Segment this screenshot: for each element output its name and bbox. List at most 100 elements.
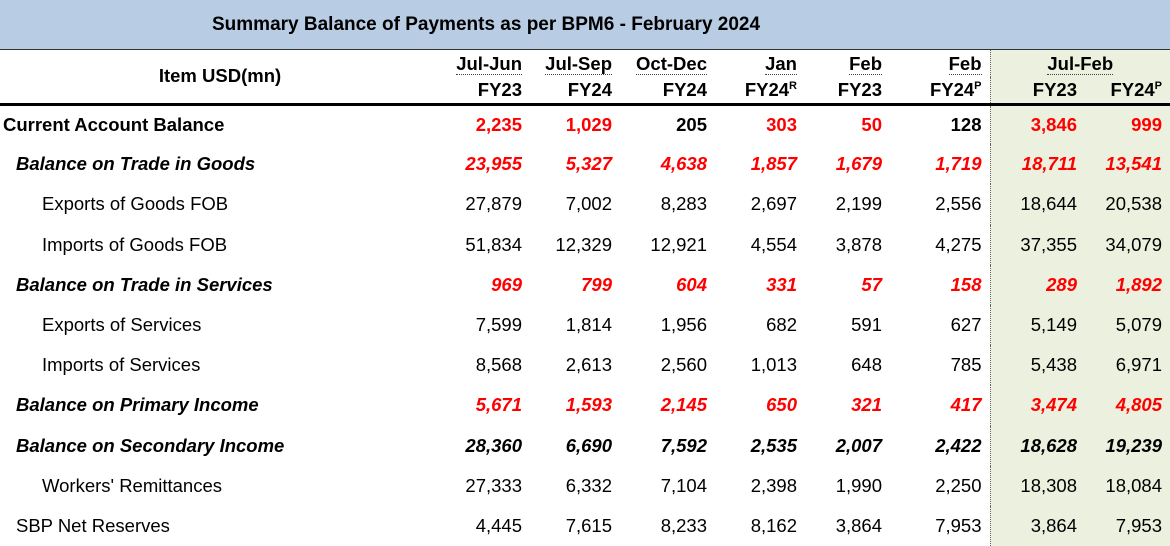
value-cell: 128	[950, 113, 982, 135]
value-cell: 5,079	[1085, 304, 1170, 346]
value-cell: 289	[989, 264, 1085, 305]
value-cell: 37,355	[989, 224, 1085, 265]
value-cell: 7,104	[660, 474, 707, 496]
value-cell: 650	[766, 394, 797, 416]
value-cell: 1,990	[835, 474, 882, 496]
value-cell: 8,568	[475, 354, 522, 376]
row-label: Imports of Services	[42, 354, 201, 376]
value-cell: 3,864	[835, 514, 882, 536]
value-cell: 34,079	[1085, 224, 1170, 265]
value-cell: 2,145	[660, 394, 707, 416]
value-cell: 8,283	[660, 193, 707, 215]
value-cell: 6,332	[565, 474, 612, 496]
item-header: Item USD(mn)	[0, 50, 440, 106]
period-header-text: Oct-Dec	[636, 52, 707, 75]
value-cell: 4,275	[935, 233, 982, 255]
value-cell: 1,593	[565, 394, 612, 416]
row: Workers' Remittances 27,333 6,332 7,104 2,39…	[0, 465, 1170, 506]
row: Balance on Secondary Income 28,360 6,690 7,…	[0, 425, 1170, 466]
row: Current Account Balance 2,235 1,029 205 303 5…	[0, 104, 1170, 145]
value-cell: 5,327	[565, 153, 612, 175]
value-cell: 12,921	[650, 233, 707, 255]
year-header-text: FY24	[662, 78, 707, 100]
year-header-text: FY23	[1032, 78, 1077, 100]
value-cell: 604	[676, 273, 707, 295]
row: Exports of Goods FOB 27,879 7,002 8,283 2,69…	[0, 184, 1170, 225]
value-cell: 28,360	[465, 434, 522, 456]
value-cell: 7,615	[565, 514, 612, 536]
period-header-text: Jan	[765, 52, 797, 75]
row: Imports of Services 8,568 2,613 2,560 1,013 6…	[0, 345, 1170, 386]
value-cell: 321	[851, 394, 882, 416]
table-body: Current Account Balance 2,235 1,029 205 303 5…	[0, 104, 1170, 546]
value-cell: 51,834	[465, 233, 522, 255]
value-cell: 158	[950, 273, 982, 295]
value-cell: 2,398	[750, 474, 797, 496]
table-head: Item USD(mn) Jul-Jun Jul-Sep Oct-Dec Jan Feb F…	[0, 50, 1170, 106]
value-cell: 2,235	[475, 113, 522, 135]
period-header-text: Jul-Feb	[1047, 52, 1114, 75]
value-cell: 3,846	[989, 104, 1085, 145]
value-cell: 799	[581, 273, 612, 295]
row-label: Balance on Trade in Services	[16, 273, 273, 295]
value-cell: 5,149	[989, 304, 1085, 346]
year-header: FY24	[620, 77, 715, 106]
row-label: Exports of Goods FOB	[42, 193, 229, 215]
row: SBP Net Reserves 4,445 7,615 8,233 8,162 3,86…	[0, 505, 1170, 546]
value-cell: 1,857	[750, 153, 797, 175]
period-header: Jul-Jun	[440, 50, 530, 77]
row-label: Imports of Goods FOB	[42, 233, 228, 255]
row: Exports of Services 7,599 1,814 1,956 682 591…	[0, 304, 1170, 346]
value-cell: 417	[950, 394, 982, 416]
value-cell: 2,007	[835, 434, 882, 456]
value-cell: 3,878	[835, 233, 882, 255]
row-label: Workers' Remittances	[42, 474, 223, 496]
value-cell: 1,814	[565, 314, 612, 336]
row-label: Balance on Secondary Income	[16, 434, 285, 456]
value-cell: 7,953	[1085, 505, 1170, 546]
value-cell: 2,535	[750, 434, 797, 456]
value-cell: 27,879	[465, 193, 522, 215]
row-label: SBP Net Reserves	[16, 514, 170, 536]
value-cell: 20,538	[1085, 184, 1170, 225]
value-cell: 969	[491, 273, 522, 295]
value-cell: 7,002	[565, 193, 612, 215]
header-row: FY23 FY24 FY24 FY24R FY23 FY24P FY23 FY24P	[0, 77, 1170, 106]
year-header-sup: P	[1154, 79, 1162, 92]
value-cell: 4,805	[1085, 385, 1170, 426]
row: Balance on Trade in Goods 23,955 5,327 4,63…	[0, 144, 1170, 185]
row-label: Current Account Balance	[3, 113, 225, 135]
value-cell: 3,474	[989, 385, 1085, 426]
year-header-text: FY24	[1110, 78, 1155, 100]
year-header-text: FY24	[567, 78, 612, 100]
value-cell: 648	[851, 354, 882, 376]
value-cell: 12,329	[555, 233, 612, 255]
period-header: Feb	[890, 50, 990, 77]
value-cell: 18,628	[989, 425, 1085, 466]
year-header-text: FY24	[744, 78, 790, 100]
year-header: FY24R	[715, 77, 805, 106]
row: Imports of Goods FOB 51,834 12,329 12,921 4,…	[0, 224, 1170, 265]
row-label: Exports of Services	[42, 314, 202, 336]
year-header: FY24P	[890, 77, 990, 106]
value-cell: 1,892	[1085, 264, 1170, 305]
period-header-text: Jul-Sep	[545, 52, 612, 75]
value-cell: 303	[766, 113, 797, 135]
value-cell: 4,638	[660, 153, 707, 175]
row-label: Balance on Trade in Goods	[16, 153, 256, 175]
year-header: FY23	[989, 77, 1085, 106]
year-header: FY23	[440, 77, 530, 106]
value-cell: 13,541	[1085, 144, 1170, 185]
value-cell: 2,613	[565, 354, 612, 376]
period-header: Oct-Dec	[620, 50, 715, 77]
value-cell: 8,162	[750, 514, 797, 536]
title: Summary Balance of Payments as per BPM6 …	[0, 0, 1170, 50]
value-cell: 5,438	[989, 345, 1085, 386]
value-cell: 23,955	[465, 153, 522, 175]
period-header: Feb	[805, 50, 890, 77]
header-row: Item USD(mn) Jul-Jun Jul-Sep Oct-Dec Jan Feb F…	[0, 50, 1170, 106]
year-header: FY24	[530, 77, 620, 106]
period-header-text: Jul-Jun	[456, 52, 522, 75]
value-cell: 591	[851, 314, 882, 336]
